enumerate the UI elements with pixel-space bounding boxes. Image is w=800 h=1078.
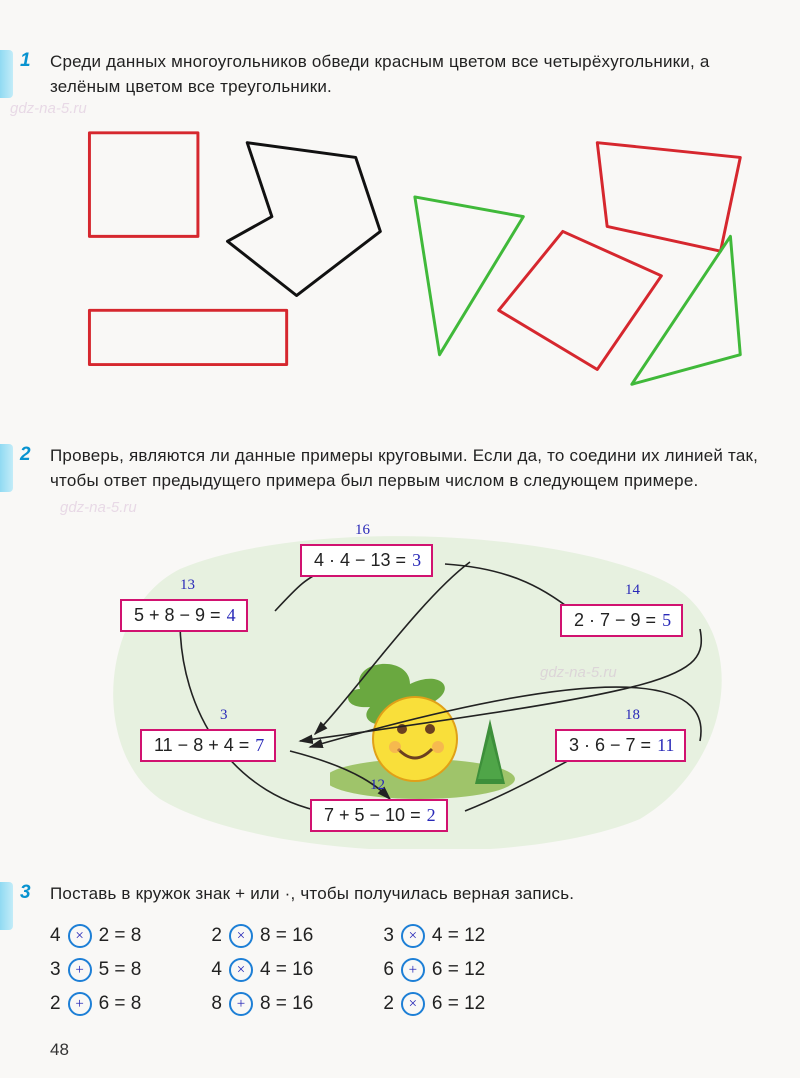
connection-arrow (180, 621, 335, 814)
task-text: Поставь в кружок знак + или ·, чтобы пол… (50, 882, 760, 907)
task-2: 2 Проверь, являются ли данные примеры кр… (50, 444, 760, 853)
equation-row: 2 +6 = 8 (50, 992, 141, 1016)
intermediate-value: 14 (625, 582, 640, 599)
operator-circle: × (401, 924, 425, 948)
operand-a: 2 (211, 925, 222, 947)
equation-row: 4 × 4 = 16 (211, 958, 313, 982)
expression-text: 7 + 5 − 10 = (324, 805, 421, 826)
connection-arrow (300, 629, 701, 741)
operand-b-result: 8 = 16 (260, 993, 313, 1015)
intermediate-value: 16 (355, 522, 370, 539)
expression-text: 5 + 8 − 9 = (134, 605, 221, 626)
exercise-3-grid: 4 × 2 = 8 3 +5 = 8 2 +6 = 8 2 × 8 = 16 4 × 4 = 16 8 +8… (50, 924, 760, 1016)
expression-box: 3 · 6 − 7 = 11 (555, 729, 686, 762)
task-3: 3 Поставь в кружок знак + или ·, чтобы п… (50, 882, 760, 1017)
shape-polygon (597, 143, 740, 251)
operator-circle: + (68, 992, 92, 1016)
expression-box: 2 · 7 − 9 = 5 (560, 604, 683, 637)
operand-b-result: 6 = 8 (99, 993, 142, 1015)
expression-box: 5 + 8 − 9 = 4 (120, 599, 248, 632)
exercise-column: 3 × 4 = 12 6 +6 = 12 2 × 6 = 12 (383, 924, 485, 1016)
operator-circle: × (229, 924, 253, 948)
tab-marker (0, 50, 13, 98)
intermediate-value: 12 (370, 777, 385, 794)
operator-circle: + (229, 992, 253, 1016)
equation-row: 3 × 4 = 12 (383, 924, 485, 948)
operator-circle: × (68, 924, 92, 948)
expression-answer: 5 (662, 610, 671, 631)
shape-polygon (632, 237, 740, 385)
operand-a: 3 (383, 925, 394, 947)
expression-text: 3 · 6 − 7 = (569, 735, 651, 756)
expression-answer: 11 (657, 735, 674, 756)
equation-row: 2 × 8 = 16 (211, 924, 313, 948)
expression-text: 11 − 8 + 4 = (154, 735, 249, 756)
expression-text: 2 · 7 − 9 = (574, 610, 656, 631)
task-text: Среди данных многоугольников обведи крас… (50, 50, 760, 99)
operand-b-result: 6 = 12 (432, 959, 485, 981)
operand-a: 6 (383, 959, 394, 981)
expression-text: 4 · 4 − 13 = (314, 550, 406, 571)
operator-circle: + (68, 958, 92, 982)
circular-area: gdz-na-5.ru gdz-na-5.ru 5 + 8 − 9 =4134 … (50, 509, 760, 854)
intermediate-value: 3 (220, 707, 228, 724)
operator-circle: × (229, 958, 253, 982)
tab-marker (0, 444, 13, 492)
operand-a: 4 (50, 925, 61, 947)
equation-row: 3 +5 = 8 (50, 958, 141, 982)
equation-row: 4 × 2 = 8 (50, 924, 141, 948)
equation-row: 6 +6 = 12 (383, 958, 485, 982)
task-number: 1 (20, 50, 31, 72)
operand-a: 8 (211, 993, 222, 1015)
exercise-column: 4 × 2 = 8 3 +5 = 8 2 +6 = 8 (50, 924, 141, 1016)
shape-polygon (499, 232, 662, 370)
tab-marker (0, 882, 13, 930)
shapes-svg (50, 111, 760, 411)
expression-answer: 4 (227, 605, 236, 626)
shape-polygon (89, 311, 286, 365)
shape-polygon (228, 143, 381, 296)
expression-box: 11 − 8 + 4 = 7 (140, 729, 276, 762)
operand-b-result: 5 = 8 (99, 959, 142, 981)
shape-polygon (89, 133, 197, 237)
equation-row: 2 × 6 = 12 (383, 992, 485, 1016)
operand-a: 2 (50, 993, 61, 1015)
expression-answer: 7 (255, 735, 264, 756)
expression-box: 4 · 4 − 13 = 3 (300, 544, 433, 577)
exercise-column: 2 × 8 = 16 4 × 4 = 16 8 +8 = 16 (211, 924, 313, 1016)
shape-polygon (415, 197, 523, 355)
task-number: 3 (20, 882, 31, 904)
expression-box: 7 + 5 − 10 = 2 (310, 799, 448, 832)
watermark: gdz-na-5.ru (10, 100, 87, 117)
expression-answer: 3 (412, 550, 421, 571)
task-text: Проверь, являются ли данные примеры круг… (50, 444, 760, 493)
equation-row: 8 +8 = 16 (211, 992, 313, 1016)
operand-a: 3 (50, 959, 61, 981)
operator-circle: + (401, 958, 425, 982)
task-1: 1 Среди данных многоугольников обведи кр… (50, 50, 760, 416)
intermediate-value: 13 (180, 577, 195, 594)
operand-b-result: 2 = 8 (99, 925, 142, 947)
operand-b-result: 6 = 12 (432, 993, 485, 1015)
operand-a: 2 (383, 993, 394, 1015)
operator-circle: × (401, 992, 425, 1016)
page-number: 48 (50, 1040, 69, 1060)
expression-answer: 2 (427, 805, 436, 826)
intermediate-value: 18 (625, 707, 640, 724)
operand-b-result: 4 = 16 (260, 959, 313, 981)
task-number: 2 (20, 444, 31, 466)
operand-a: 4 (211, 959, 222, 981)
operand-b-result: 8 = 16 (260, 925, 313, 947)
operand-b-result: 4 = 12 (432, 925, 485, 947)
connection-arrow (315, 562, 470, 734)
